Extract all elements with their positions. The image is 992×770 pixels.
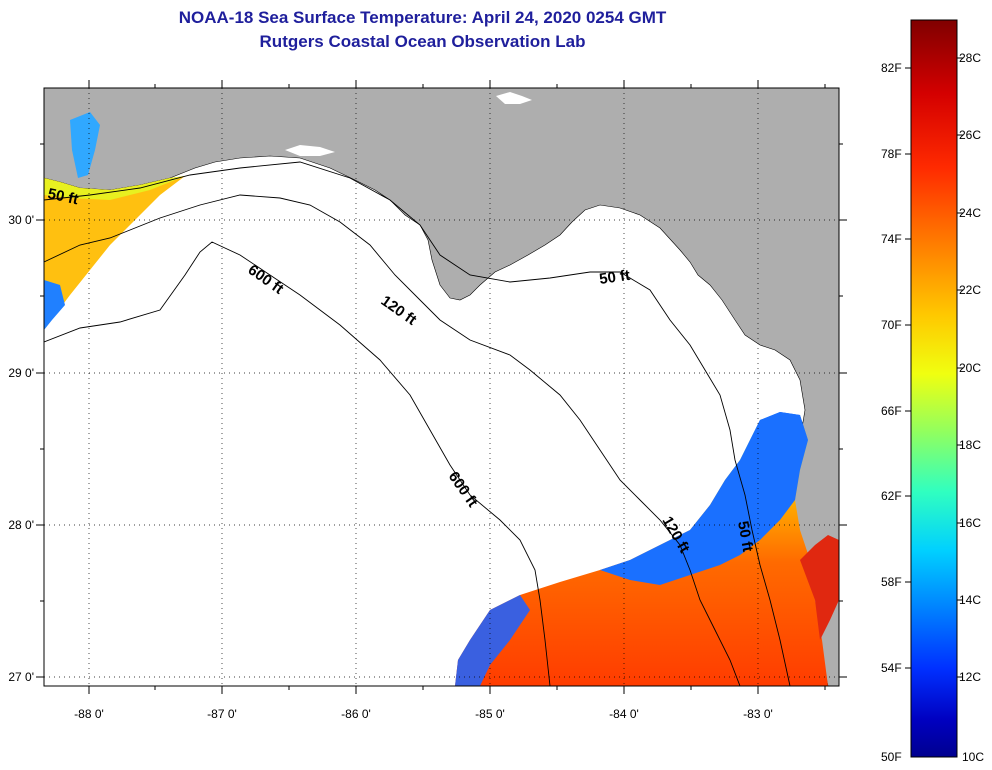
contour-label-50ft-east: 50 ft [598, 267, 631, 288]
lat-label: 29 0' [8, 366, 34, 380]
title-line-1: NOAA-18 Sea Surface Temperature: April 2… [178, 8, 667, 27]
colorbar-c-label: 12C [959, 670, 981, 684]
contour-label-50ft-west: 50 ft [46, 185, 80, 208]
sst-coastal-warm [800, 535, 839, 640]
colorbar-f-label: 66F [881, 404, 902, 418]
sst-edge-band [455, 595, 530, 686]
colorbar-f-label: 58F [881, 575, 902, 589]
colorbar-f-label: 70F [881, 318, 902, 332]
sst-west-band [44, 176, 185, 200]
sst-west-bay [70, 112, 100, 178]
inland-lake [285, 145, 335, 156]
isobath-50ft [44, 161, 791, 686]
lon-label: -83 0' [743, 707, 773, 721]
lat-label: 28 0' [8, 518, 34, 532]
colorbar-f-label: 54F [881, 661, 902, 675]
colorbar-c-label: 24C [959, 206, 981, 220]
isobath-120ft [44, 194, 741, 686]
colorbar-c-label: 22C [959, 283, 981, 297]
colorbar-c-label: 16C [959, 516, 981, 530]
isobath-600ft [44, 241, 551, 686]
isobaths [44, 161, 791, 686]
colorbar-ticks [905, 57, 963, 678]
sst-cool-band [600, 412, 808, 585]
sst-west-patch [44, 176, 185, 330]
lon-label: -88 0' [74, 707, 104, 721]
axis-ticks [36, 80, 847, 694]
lon-label: -87 0' [207, 707, 237, 721]
lon-label: -86 0' [341, 707, 371, 721]
lon-label: -85 0' [475, 707, 505, 721]
colorbar-c-label: 18C [959, 438, 981, 452]
colorbar-c-label: 20C [959, 361, 981, 375]
sst-west-edge [44, 280, 65, 330]
title-line-2: Rutgers Coastal Ocean Observation Lab [259, 32, 586, 51]
colorbar-f-label: 74F [881, 232, 902, 246]
colorbar-c-label: 14C [959, 593, 981, 607]
colorbar-f-label: 50F [881, 750, 902, 764]
colorbar-c-label: 10C [962, 750, 984, 764]
colorbar-c-label: 28C [959, 51, 981, 65]
inland-lake [496, 92, 532, 104]
colorbar-f-label: 62F [881, 489, 902, 503]
colorbar-c-label: 26C [959, 128, 981, 142]
lon-label: -84 0' [609, 707, 639, 721]
colorbar-f-label: 78F [881, 147, 902, 161]
contour-label-50ft-lower: 50 ft [734, 520, 756, 553]
lat-label: 27 0' [8, 670, 34, 684]
map-border [43, 87, 840, 687]
lat-label: 30 0' [8, 213, 34, 227]
colorbar-f-label: 82F [881, 61, 902, 75]
colorbar [910, 19, 958, 758]
